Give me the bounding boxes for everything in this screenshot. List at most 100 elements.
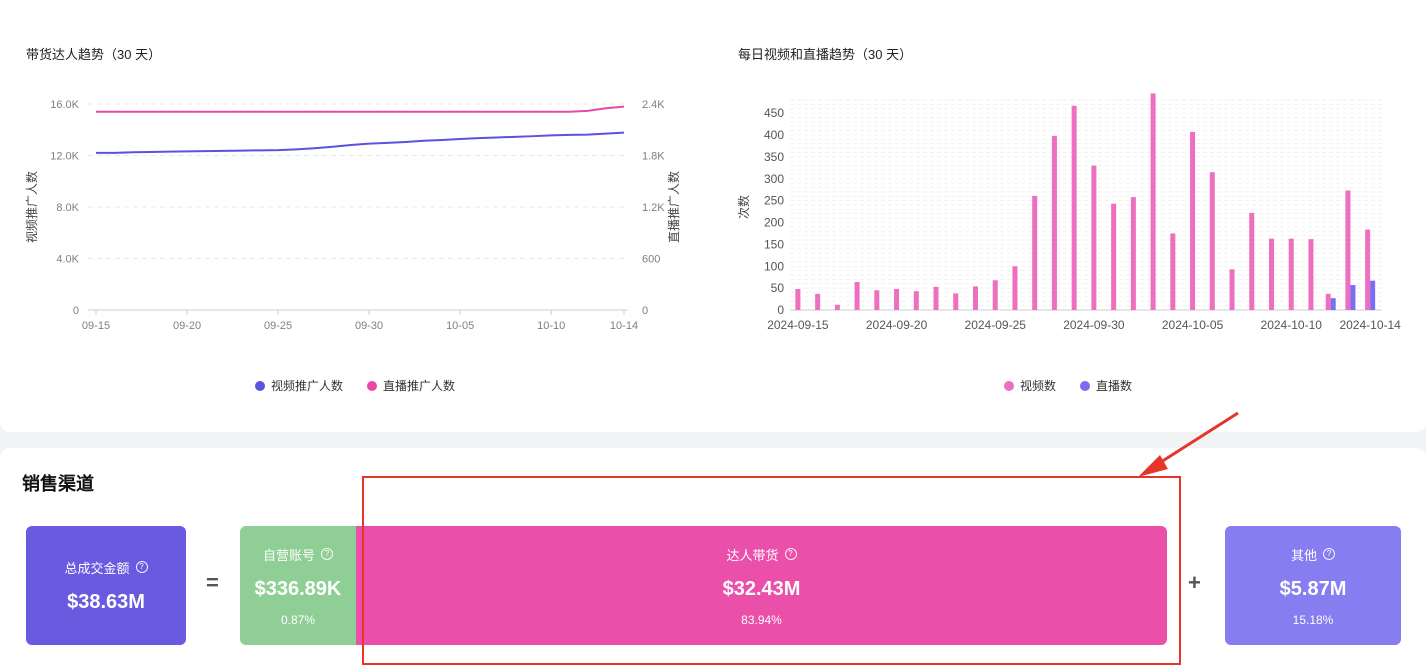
left-chart-legend: 视频推广人数 直播推广人数: [255, 377, 455, 394]
x-tick-label: 10-14: [610, 320, 638, 332]
video-count-bar: [1288, 238, 1294, 310]
creator-sales-card: 达人带货? $32.43M 83.94%: [356, 526, 1167, 645]
legend-label: 直播推广人数: [383, 379, 456, 393]
creator-trend-chart: 0 0 4.0K 600 8.0K 1.2K 12.0K 1.8K 16.0K 2.4K 09-15…: [24, 99, 681, 332]
daily-video-live-chart: 0 50 100 150 200 250 300 350 400 450 次数 2024-09-15 2…: [736, 93, 1401, 332]
y-tick-label: 350: [764, 150, 784, 164]
annotation-arrow-icon: [1138, 411, 1239, 477]
video-count-bar: [1190, 131, 1196, 310]
video-count-bar: [1229, 269, 1235, 310]
x-tick-label: 2024-09-30: [1063, 318, 1125, 332]
legend-dot-icon: [367, 380, 378, 391]
video-count-bar: [874, 290, 880, 310]
y-tick-right: 1.8K: [642, 151, 665, 163]
other-sales-amount: $5.87M: [1279, 577, 1347, 600]
video-count-bar: [1091, 165, 1097, 310]
video-count-bar: [1325, 293, 1331, 310]
left-chart-title: 带货达人趋势（30 天）: [26, 47, 162, 62]
help-icon[interactable]: ?: [1323, 548, 1335, 560]
creator-sales-amount: $32.43M: [722, 577, 801, 600]
y-tick-label: 200: [764, 216, 784, 230]
video-count-bar: [1130, 197, 1136, 310]
right-chart-legend: 视频数 直播数: [1004, 377, 1132, 394]
video-count-bar: [834, 304, 840, 310]
video-count-bar: [1111, 203, 1117, 310]
other-sales-label: 其他: [1290, 547, 1317, 563]
y-tick-label: 250: [764, 194, 784, 208]
video-count-bar: [1012, 266, 1018, 310]
video-count-bar: [972, 286, 978, 310]
x-tick-label: 2024-10-05: [1162, 318, 1224, 332]
legend-item-video-creators[interactable]: 视频推广人数: [255, 377, 343, 394]
help-icon[interactable]: ?: [135, 561, 148, 573]
video-count-bar: [1345, 190, 1351, 310]
y-tick-left: 8.0K: [56, 202, 79, 214]
x-tick-label: 09-30: [355, 320, 383, 332]
y-tick-right: 600: [642, 254, 660, 266]
live-count-bar: [1330, 298, 1336, 310]
y-tick-label: 400: [764, 128, 784, 142]
x-tick-label: 10-10: [537, 320, 565, 332]
video-count-bar: [1308, 239, 1314, 310]
video-count-bar: [913, 291, 919, 310]
creator-sales-pct: 83.94%: [741, 612, 782, 627]
video-count-bar: [953, 293, 959, 310]
total-gmv-amount: $38.63M: [67, 590, 145, 613]
other-sales-card: 其他? $5.87M 15.18%: [1225, 526, 1401, 645]
self-account-card: 自营账号? $336.89K 0.87%: [240, 526, 356, 645]
x-tick-label: 09-15: [82, 320, 110, 332]
creator-sales-label: 达人带货: [726, 547, 779, 563]
x-tick-label: 10-05: [446, 320, 474, 332]
highlight-box: [362, 476, 1181, 665]
sales-channel-title: 销售渠道: [22, 474, 94, 494]
live-count-bar: [1370, 280, 1376, 310]
x-tick-label: 2024-10-10: [1261, 318, 1323, 332]
live-count-bar: [1350, 285, 1356, 310]
legend-label: 直播数: [1096, 379, 1133, 393]
self-account-label: 自营账号: [262, 547, 315, 563]
total-gmv-card: 总成交金额? $38.63M: [26, 526, 186, 645]
video-count-bar: [1268, 238, 1274, 310]
video-count-bar: [1032, 195, 1038, 310]
legend-item-live-creators[interactable]: 直播推广人数: [367, 377, 455, 394]
legend-dot-icon: [255, 380, 265, 391]
y-tick-label: 0: [777, 303, 784, 317]
video-count-bar: [1365, 229, 1371, 310]
video-count-bar: [1209, 172, 1215, 310]
y-tick-label: 450: [764, 106, 784, 120]
total-gmv-label: 总成交金额: [64, 560, 130, 576]
x-tick-label: 2024-09-15: [767, 318, 829, 332]
y-tick-label: 50: [771, 281, 785, 295]
y-tick-left: 12.0K: [50, 151, 79, 163]
trend-panel: [0, 0, 1426, 432]
y-axis-label: 次数: [736, 195, 751, 219]
x-tick-label: 2024-09-20: [866, 318, 928, 332]
y-axis-label-right: 直播推广人数: [666, 171, 681, 243]
y-tick-left: 16.0K: [50, 99, 79, 111]
video-count-bar: [1170, 233, 1176, 310]
plus-sign: +: [1188, 570, 1201, 595]
legend-item-videos[interactable]: 视频数: [1004, 377, 1056, 394]
y-tick-label: 100: [764, 259, 784, 273]
equals-sign: =: [206, 570, 219, 595]
video-count-bar: [1150, 93, 1156, 310]
video-creators-line: [96, 131, 625, 154]
y-tick-right: 2.4K: [642, 99, 665, 111]
help-icon[interactable]: ?: [784, 548, 797, 560]
y-tick-label: 300: [764, 172, 784, 186]
x-tick-label: 2024-09-25: [965, 318, 1027, 332]
y-axis-label-left: 视频推广人数: [24, 171, 39, 243]
x-tick-label: 09-20: [173, 320, 201, 332]
other-sales-pct: 15.18%: [1292, 612, 1334, 627]
video-count-bar: [854, 282, 860, 310]
y-tick-left: 4.0K: [56, 254, 79, 266]
y-tick-label: 150: [764, 237, 784, 251]
video-count-bar: [795, 289, 801, 310]
y-tick-left: 0: [73, 305, 79, 317]
video-count-bar: [1071, 105, 1077, 310]
self-account-amount: $336.89K: [254, 577, 342, 600]
help-icon[interactable]: ?: [321, 548, 333, 560]
video-count-bar: [1051, 135, 1057, 310]
legend-item-lives[interactable]: 直播数: [1080, 377, 1132, 394]
video-count-bar: [1249, 212, 1255, 310]
